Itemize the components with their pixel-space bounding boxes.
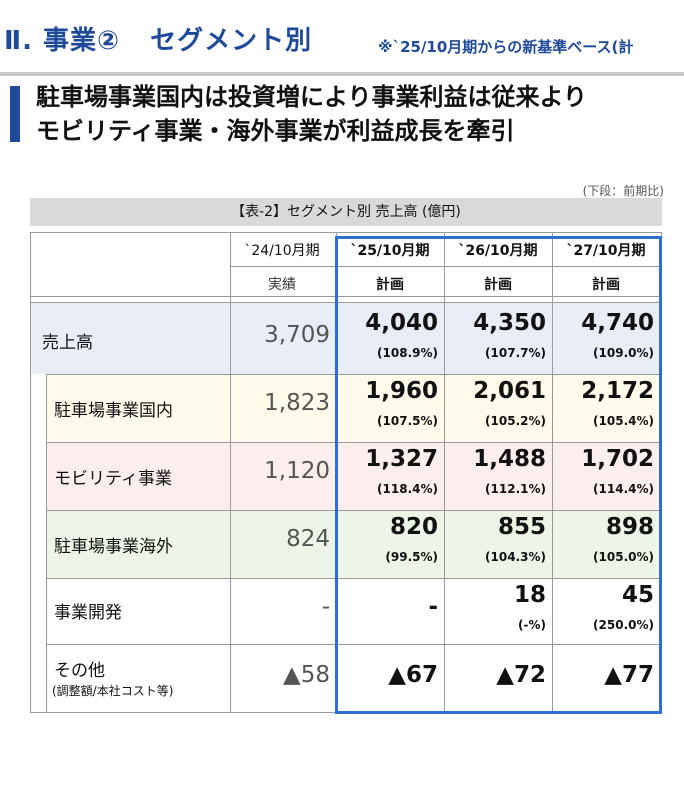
- row-overseas-actual: 824: [286, 526, 330, 552]
- row-bg-mobility: [46, 442, 662, 510]
- row-bg-overseas: [46, 510, 662, 578]
- page-header: Ⅱ. 事業② セグメント別 ※`25/10月期からの新基準ベース(計: [0, 0, 684, 76]
- row-other-plan-3-value: ▲77: [604, 662, 654, 688]
- row-label-other-sub: (調整額/本社コスト等): [52, 684, 174, 698]
- row-total-plan-2-value: 4,350: [473, 310, 546, 336]
- row-overseas-plan-3-value: 898: [605, 514, 654, 540]
- grid-line: [46, 644, 662, 645]
- row-label-business-dev: 事業開発: [54, 603, 122, 623]
- row-business-dev-plan-1-value: -: [428, 594, 438, 620]
- grid-line: [30, 302, 662, 303]
- row-mobility-plan-1-value: 1,327: [365, 446, 438, 472]
- row-total-plan-1-ratio: (108.9%): [377, 346, 438, 360]
- grid-line: [230, 232, 231, 712]
- col-header-period-1: `24/10月期: [244, 243, 320, 259]
- row-mobility-plan-2-ratio: (112.1%): [485, 482, 546, 496]
- row-overseas-plan-1-value: 820: [389, 514, 438, 540]
- table-caption: 【表-2】セグメント別 売上高 (億円): [30, 198, 662, 226]
- unit-note: (下段：前期比): [582, 184, 664, 198]
- row-business-dev-plan-3-value: 45: [621, 582, 654, 608]
- grid-line: [30, 232, 31, 712]
- headline-accent-bar: [10, 86, 20, 142]
- row-mobility-plan-1-ratio: (118.4%): [377, 482, 438, 496]
- grid-line: [46, 374, 47, 712]
- row-domestic-plan-1-ratio: (107.5%): [377, 414, 438, 428]
- headline: 駐車場事業国内は投資増により事業利益は従来より モビリティ事業・海外事業が利益成…: [36, 80, 587, 148]
- row-total-plan-3-value: 4,740: [581, 310, 654, 336]
- row-mobility-plan-3-ratio: (114.4%): [593, 482, 654, 496]
- row-overseas-plan-3-ratio: (105.0%): [593, 550, 654, 564]
- grid-line: [30, 712, 662, 713]
- row-total-actual: 3,709: [264, 322, 330, 348]
- row-domestic-plan-3-ratio: (105.4%): [593, 414, 654, 428]
- grid-line: [30, 232, 662, 233]
- row-label-domestic: 駐車場事業国内: [54, 401, 173, 421]
- grid-line: [46, 578, 662, 579]
- grid-line: [46, 374, 662, 375]
- row-total-plan-2-ratio: (107.7%): [485, 346, 546, 360]
- row-label-overseas: 駐車場事業海外: [54, 537, 173, 557]
- row-mobility-plan-2-value: 1,488: [473, 446, 546, 472]
- col-header-kind-3: 計画: [484, 277, 512, 293]
- page-title: Ⅱ. 事業② セグメント別: [4, 20, 312, 57]
- grid-line: [336, 232, 337, 712]
- col-header-kind-1: 実績: [268, 277, 296, 293]
- row-business-dev-actual: -: [321, 594, 330, 620]
- grid-line: [661, 232, 662, 712]
- row-overseas-plan-2-value: 855: [497, 514, 546, 540]
- row-total-plan-3-ratio: (109.0%): [593, 346, 654, 360]
- row-business-dev-plan-2-ratio: (-%): [518, 618, 546, 632]
- row-label-other: その他: [54, 661, 105, 681]
- grid-line: [552, 232, 553, 712]
- row-label-mobility: モビリティ事業: [54, 469, 172, 489]
- col-header-period-4: `27/10月期: [566, 243, 646, 259]
- row-mobility-plan-3-value: 1,702: [581, 446, 654, 472]
- row-domestic-actual: 1,823: [264, 390, 330, 416]
- page-title-number: Ⅱ. 事業②: [4, 26, 121, 56]
- row-mobility-actual: 1,120: [264, 458, 330, 484]
- row-business-dev-plan-3-ratio: (250.0%): [593, 618, 654, 632]
- col-header-kind-4: 計画: [592, 277, 620, 293]
- row-other-plan-1-value: ▲67: [388, 662, 438, 688]
- grid-line: [230, 266, 662, 267]
- col-header-period-3: `26/10月期: [458, 243, 538, 259]
- row-total-plan-1-value: 4,040: [365, 310, 438, 336]
- col-header-kind-2: 計画: [376, 277, 404, 293]
- grid-line: [46, 510, 662, 511]
- row-bg-domestic: [46, 374, 662, 442]
- row-domestic-plan-2-ratio: (105.2%): [485, 414, 546, 428]
- page-note: ※`25/10月期からの新基準ベース(計: [378, 38, 634, 56]
- grid-line: [30, 296, 662, 297]
- col-header-period-2: `25/10月期: [350, 243, 430, 259]
- segment-sales-table: `24/10月期 実績 `25/10月期 計画 `26/10月期 計画 `27/…: [30, 232, 662, 714]
- grid-line: [46, 442, 662, 443]
- headline-line-2: モビリティ事業・海外事業が利益成長を牽引: [36, 117, 515, 145]
- row-label-total: 売上高: [42, 333, 93, 353]
- row-domestic-plan-2-value: 2,061: [473, 378, 546, 404]
- row-other-actual: ▲58: [283, 662, 330, 688]
- page-title-section: セグメント別: [150, 26, 313, 56]
- row-overseas-plan-1-ratio: (99.5%): [385, 550, 438, 564]
- row-other-plan-2-value: ▲72: [496, 662, 546, 688]
- header-divider: [0, 72, 684, 76]
- row-domestic-plan-3-value: 2,172: [581, 378, 654, 404]
- row-business-dev-plan-2-value: 18: [513, 582, 546, 608]
- row-overseas-plan-2-ratio: (104.3%): [485, 550, 546, 564]
- headline-line-1: 駐車場事業国内は投資増により事業利益は従来より: [36, 83, 588, 111]
- grid-line: [444, 232, 445, 712]
- row-bg-total: [30, 302, 662, 374]
- row-domestic-plan-1-value: 1,960: [365, 378, 438, 404]
